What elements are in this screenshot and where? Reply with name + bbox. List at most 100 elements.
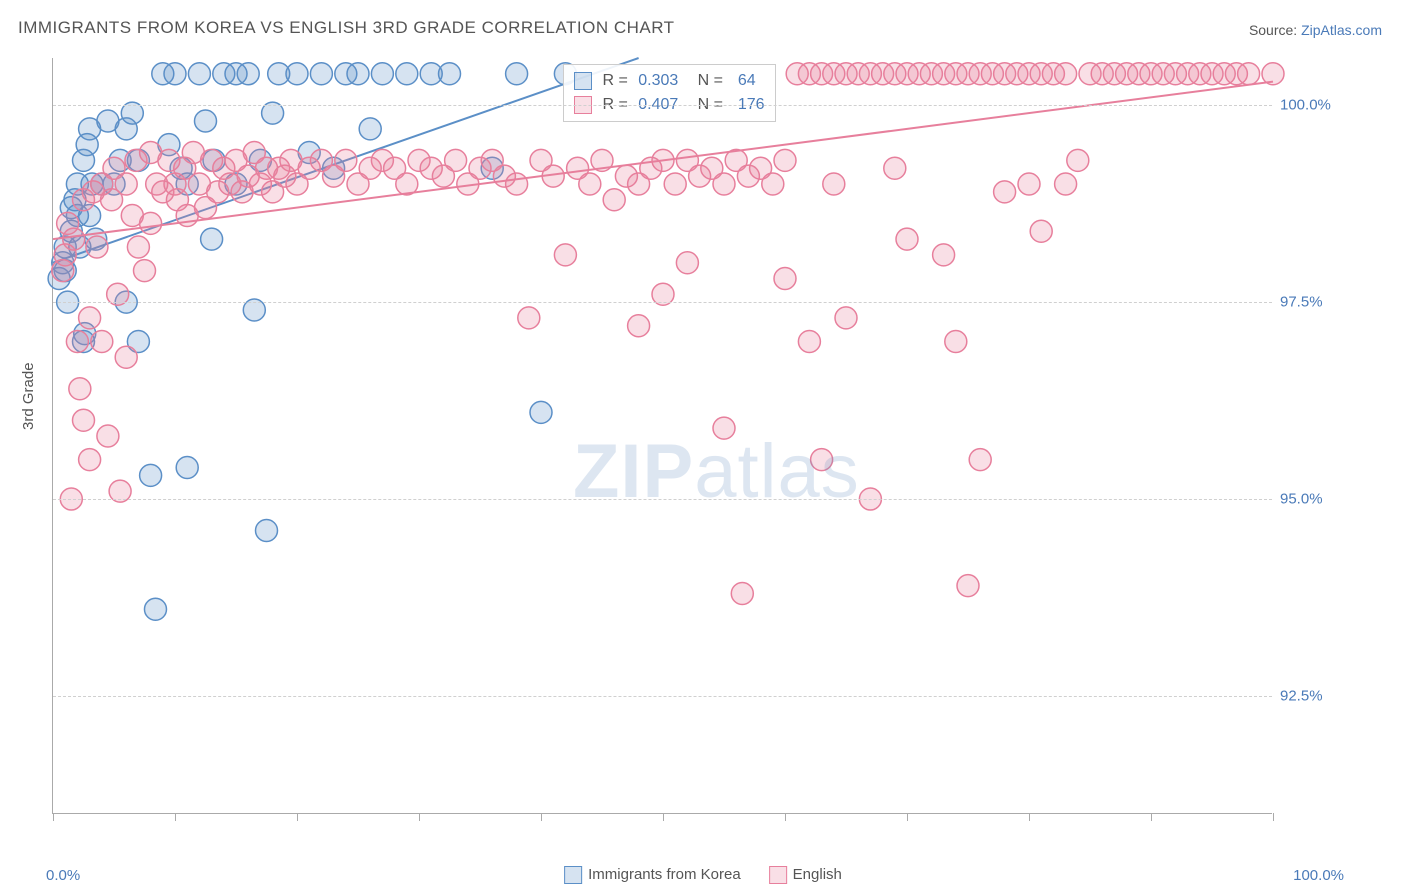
scatter-point-korea xyxy=(371,63,393,85)
y-axis-title: 3rd Grade xyxy=(20,362,37,430)
scatter-point-english xyxy=(127,236,149,258)
scatter-point-english xyxy=(115,346,137,368)
scatter-point-english xyxy=(811,449,833,471)
scatter-point-english xyxy=(518,307,540,329)
scatter-point-english xyxy=(73,409,95,431)
scatter-point-english xyxy=(69,378,91,400)
scatter-point-english xyxy=(957,575,979,597)
scatter-point-korea xyxy=(347,63,369,85)
scatter-point-english xyxy=(1055,63,1077,85)
x-axis-tick xyxy=(541,813,542,821)
plot-area: R = 0.303 N = 64 R = 0.407 N = 176 ZIPat… xyxy=(52,58,1272,814)
bottom-legend: Immigrants from Korea English xyxy=(564,866,842,884)
scatter-point-english xyxy=(1238,63,1260,85)
scatter-point-english xyxy=(1262,63,1284,85)
scatter-point-korea xyxy=(176,457,198,479)
scatter-point-english xyxy=(969,449,991,471)
x-axis-tick xyxy=(53,813,54,821)
x-axis-tick xyxy=(907,813,908,821)
scatter-point-english xyxy=(823,173,845,195)
scatter-point-english xyxy=(628,315,650,337)
scatter-point-english xyxy=(713,173,735,195)
x-axis-tick xyxy=(785,813,786,821)
x-axis-min-label: 0.0% xyxy=(46,867,80,884)
x-axis-tick xyxy=(663,813,664,821)
gridline xyxy=(53,499,1272,500)
scatter-point-korea xyxy=(140,464,162,486)
stats-legend-box: R = 0.303 N = 64 R = 0.407 N = 176 xyxy=(563,64,776,122)
scatter-point-english xyxy=(664,173,686,195)
scatter-point-korea xyxy=(286,63,308,85)
scatter-point-english xyxy=(63,228,85,250)
scatter-point-korea xyxy=(530,401,552,423)
scatter-point-english xyxy=(1030,220,1052,242)
chart-container: IMMIGRANTS FROM KOREA VS ENGLISH 3RD GRA… xyxy=(0,0,1406,892)
gridline xyxy=(53,302,1272,303)
scatter-point-english xyxy=(713,417,735,439)
scatter-point-korea xyxy=(144,598,166,620)
scatter-point-english xyxy=(1067,149,1089,171)
scatter-point-english xyxy=(140,212,162,234)
scatter-point-korea xyxy=(359,118,381,140)
x-axis-tick xyxy=(297,813,298,821)
chart-title: IMMIGRANTS FROM KOREA VS ENGLISH 3RD GRA… xyxy=(18,18,675,38)
scatter-point-english xyxy=(134,260,156,282)
scatter-point-english xyxy=(79,449,101,471)
scatter-point-english xyxy=(774,268,796,290)
legend-item-english: English xyxy=(769,866,842,884)
stats-n-label: N = xyxy=(684,69,727,93)
scatter-point-english xyxy=(884,157,906,179)
stats-r-label: R = xyxy=(598,69,632,93)
gridline xyxy=(53,105,1272,106)
scatter-point-english xyxy=(896,228,918,250)
scatter-point-english xyxy=(774,149,796,171)
gridline xyxy=(53,696,1272,697)
scatter-point-english xyxy=(115,173,137,195)
stats-r-value-korea: 0.303 xyxy=(638,69,678,93)
scatter-point-korea xyxy=(310,63,332,85)
y-axis-tick-label: 97.5% xyxy=(1280,294,1350,311)
source-link[interactable]: ZipAtlas.com xyxy=(1301,22,1382,38)
scatter-point-english xyxy=(835,307,857,329)
scatter-point-english xyxy=(506,173,528,195)
x-axis-tick xyxy=(175,813,176,821)
scatter-point-korea xyxy=(195,110,217,132)
scatter-point-korea xyxy=(256,520,278,542)
stats-row-korea: R = 0.303 N = 64 xyxy=(574,69,765,93)
scatter-point-english xyxy=(731,583,753,605)
scatter-point-english xyxy=(97,425,119,447)
scatter-point-korea xyxy=(237,63,259,85)
scatter-point-english xyxy=(1055,173,1077,195)
legend-swatch-english xyxy=(769,866,787,884)
x-axis-tick xyxy=(1273,813,1274,821)
scatter-point-english xyxy=(445,149,467,171)
y-axis-tick-label: 95.0% xyxy=(1280,491,1350,508)
stats-n-value-korea: 64 xyxy=(733,69,755,93)
scatter-point-korea xyxy=(164,63,186,85)
y-axis-tick-label: 92.5% xyxy=(1280,687,1350,704)
scatter-point-korea xyxy=(396,63,418,85)
x-axis-max-label: 100.0% xyxy=(1293,867,1344,884)
legend-item-korea: Immigrants from Korea xyxy=(564,866,741,884)
x-axis-tick xyxy=(1029,813,1030,821)
scatter-point-english xyxy=(603,189,625,211)
scatter-point-english xyxy=(933,244,955,266)
scatter-point-korea xyxy=(439,63,461,85)
scatter-point-english xyxy=(676,252,698,274)
scatter-point-english xyxy=(86,236,108,258)
stats-swatch-korea xyxy=(574,72,592,90)
legend-swatch-korea xyxy=(564,866,582,884)
x-axis-tick xyxy=(419,813,420,821)
scatter-point-korea xyxy=(188,63,210,85)
scatter-point-english xyxy=(91,331,113,353)
scatter-point-english xyxy=(554,244,576,266)
scatter-point-korea xyxy=(201,228,223,250)
scatter-point-english xyxy=(79,307,101,329)
x-axis-tick xyxy=(1151,813,1152,821)
legend-label-korea: Immigrants from Korea xyxy=(588,866,741,883)
scatter-point-english xyxy=(1018,173,1040,195)
y-axis-tick-label: 100.0% xyxy=(1280,97,1350,114)
scatter-point-english xyxy=(945,331,967,353)
scatter-point-english xyxy=(66,331,88,353)
source-label: Source: xyxy=(1249,22,1301,38)
